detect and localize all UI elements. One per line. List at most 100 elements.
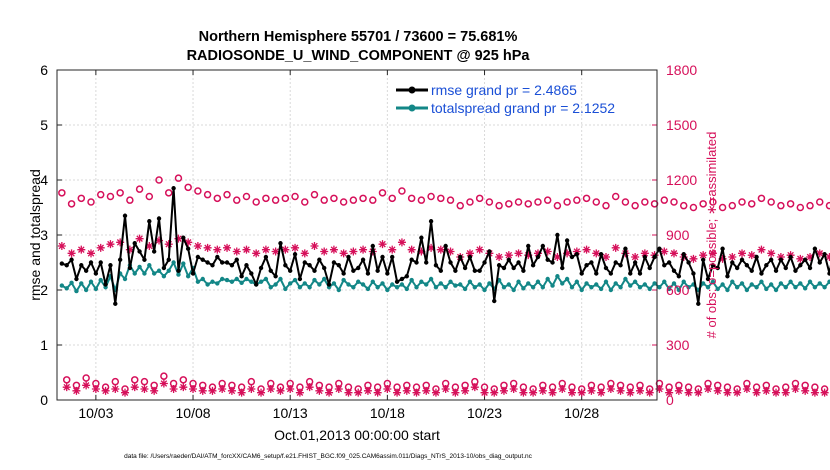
totalspread-point bbox=[142, 271, 147, 276]
rmse-point bbox=[778, 257, 784, 262]
rmse-point bbox=[83, 268, 89, 273]
totalspread-point bbox=[331, 281, 337, 286]
footer-data-file: data file: /Users/raeder/DAI/ATM_forcXX/… bbox=[124, 453, 533, 460]
obs-assimilated-point bbox=[665, 388, 674, 397]
obs-assimilated-point bbox=[529, 388, 538, 397]
obs-possible-point bbox=[164, 189, 173, 197]
obs-assimilated-point bbox=[684, 388, 693, 397]
totalspread-point bbox=[788, 279, 793, 284]
obs-assimilated-point bbox=[796, 254, 805, 263]
obs-possible-point bbox=[456, 201, 464, 210]
totalspread-point bbox=[812, 285, 818, 290]
obs-possible-point bbox=[592, 198, 601, 206]
totalspread-point bbox=[360, 282, 366, 287]
totalspread-point bbox=[380, 281, 385, 286]
obs-assimilated-point bbox=[334, 385, 343, 393]
y-right-tick-label: 1500 bbox=[666, 117, 697, 133]
totalspread-point bbox=[506, 282, 512, 287]
obs-assimilated-point bbox=[742, 385, 751, 393]
obs-possible-point bbox=[130, 376, 139, 384]
y-right-tick-label: 300 bbox=[666, 337, 690, 353]
rmse-point bbox=[613, 260, 618, 265]
obs-possible-point bbox=[203, 190, 212, 199]
obs-possible-point bbox=[82, 374, 90, 382]
rmse-point bbox=[166, 257, 171, 262]
rmse-point bbox=[817, 260, 822, 265]
rmse-point bbox=[705, 276, 711, 282]
rmse-point bbox=[229, 263, 235, 268]
totalspread-point bbox=[671, 281, 677, 286]
totalspread-point bbox=[555, 274, 560, 279]
obs-possible-point bbox=[631, 201, 639, 210]
obs-assimilated-point bbox=[582, 245, 591, 254]
rmse-point bbox=[521, 268, 526, 273]
totalspread-point bbox=[822, 285, 827, 290]
obs-assimilated-point bbox=[291, 243, 300, 252]
obs-assimilated-point bbox=[825, 253, 830, 261]
series-rmse bbox=[59, 186, 830, 306]
obs-possible-point bbox=[495, 201, 503, 210]
y-left-tick-label: 3 bbox=[40, 227, 48, 243]
obs-assimilated-point bbox=[533, 249, 542, 258]
obs-possible-point bbox=[87, 198, 95, 206]
rmse-point bbox=[574, 252, 580, 257]
rmse-point bbox=[234, 257, 239, 262]
rmse-point bbox=[516, 260, 521, 265]
obs-assimilated-point bbox=[514, 249, 523, 258]
rmse-point bbox=[351, 268, 356, 273]
totalspread-point bbox=[166, 268, 171, 273]
totalspread-point bbox=[98, 277, 103, 283]
totalspread-point bbox=[817, 281, 822, 286]
rmse-point bbox=[224, 260, 230, 265]
obs-possible-point bbox=[446, 196, 455, 204]
obs-assimilated-point bbox=[349, 247, 358, 256]
obs-assimilated-point bbox=[441, 385, 450, 393]
obs-assimilated-point bbox=[747, 251, 756, 260]
obs-possible-point bbox=[709, 198, 717, 206]
obs-possible-point bbox=[184, 183, 192, 192]
rmse-point bbox=[249, 271, 254, 276]
obs-possible-point bbox=[816, 198, 824, 206]
rmse-point bbox=[88, 260, 94, 265]
rmse-point bbox=[696, 301, 701, 306]
totalspread-point bbox=[579, 287, 584, 293]
obs-assimilated-point bbox=[344, 388, 353, 397]
rmse-point bbox=[730, 260, 735, 265]
rmse-point bbox=[594, 271, 599, 276]
obs-assimilated-point bbox=[232, 247, 241, 256]
rmse-point bbox=[666, 260, 672, 265]
rmse-point bbox=[219, 260, 225, 265]
obs-assimilated-point bbox=[738, 249, 747, 258]
rmse-point bbox=[108, 263, 113, 268]
obs-assimilated-point bbox=[499, 386, 508, 395]
obs-assimilated-point bbox=[101, 386, 110, 395]
obs-possible-point bbox=[223, 190, 231, 199]
obs-possible-point bbox=[738, 198, 746, 206]
obs-assimilated-point bbox=[271, 247, 280, 256]
obs-possible-point bbox=[77, 194, 86, 203]
rmse-point bbox=[64, 263, 69, 268]
totalspread-point bbox=[205, 282, 210, 287]
totalspread-point bbox=[686, 285, 691, 290]
obs-assimilated-point bbox=[490, 388, 499, 397]
obs-assimilated-point bbox=[723, 388, 732, 397]
totalspread-point bbox=[83, 287, 89, 293]
obs-assimilated-point bbox=[592, 249, 601, 258]
rmse-point bbox=[506, 257, 512, 262]
totalspread-point bbox=[239, 280, 244, 286]
obs-assimilated-point bbox=[106, 240, 115, 249]
rmse-point bbox=[579, 271, 584, 276]
obs-assimilated-point bbox=[300, 249, 309, 258]
rmse-point bbox=[492, 298, 497, 304]
totalspread-point bbox=[608, 287, 614, 293]
totalspread-point bbox=[734, 285, 740, 290]
obs-assimilated-point bbox=[606, 385, 615, 393]
obs-possible-point bbox=[194, 187, 202, 195]
obs-assimilated-point bbox=[509, 385, 518, 393]
obs-assimilated-point bbox=[145, 242, 154, 250]
rmse-point bbox=[827, 271, 830, 276]
obs-assimilated-point bbox=[198, 386, 207, 395]
rmse-point bbox=[69, 257, 74, 262]
obs-assimilated-point bbox=[125, 245, 134, 254]
obs-assimilated-point bbox=[699, 251, 708, 260]
